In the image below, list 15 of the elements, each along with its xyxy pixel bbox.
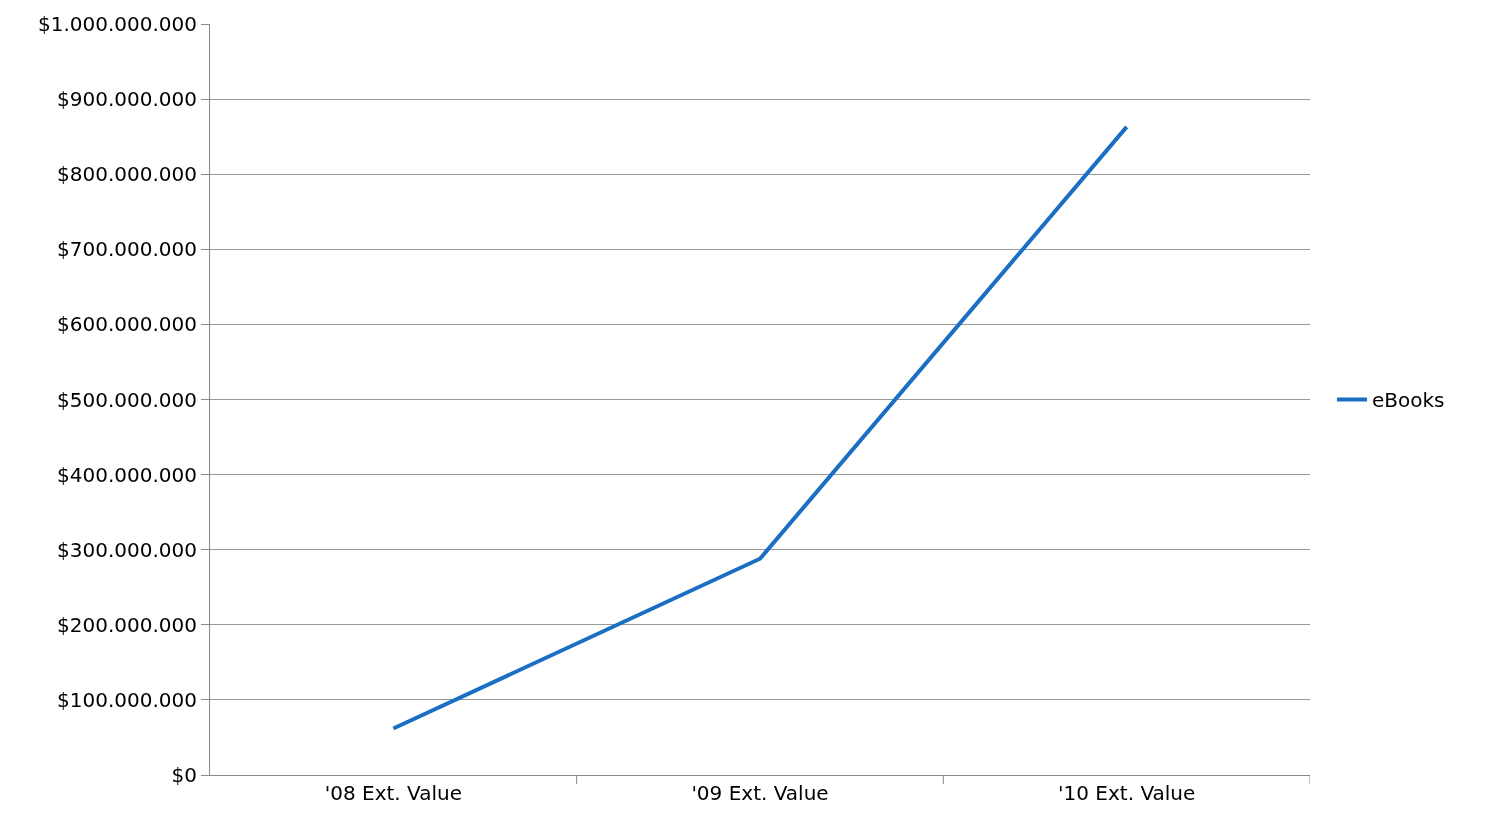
y-tick-label: $800.000.000 <box>57 162 197 187</box>
y-tick-label: $200.000.000 <box>57 612 197 637</box>
y-tick-label: $500.000.000 <box>57 387 197 412</box>
y-tick-label: $600.000.000 <box>57 312 197 337</box>
x-tick-label: '08 Ext. Value <box>324 781 462 805</box>
x-tick-label: '10 Ext. Value <box>1058 781 1196 805</box>
y-tick-label: $900.000.000 <box>57 87 197 112</box>
y-tick-label: $1.000.000.000 <box>37 12 197 36</box>
y-tick-label: $0 <box>171 763 197 787</box>
y-tick-label: $300.000.000 <box>57 537 197 562</box>
legend-label: eBooks <box>1372 388 1445 413</box>
x-tick-label: '09 Ext. Value <box>691 781 829 805</box>
y-tick-label: $100.000.000 <box>57 687 197 712</box>
y-tick-label: $400.000.000 <box>57 462 197 487</box>
y-tick-label: $700.000.000 <box>57 237 197 262</box>
